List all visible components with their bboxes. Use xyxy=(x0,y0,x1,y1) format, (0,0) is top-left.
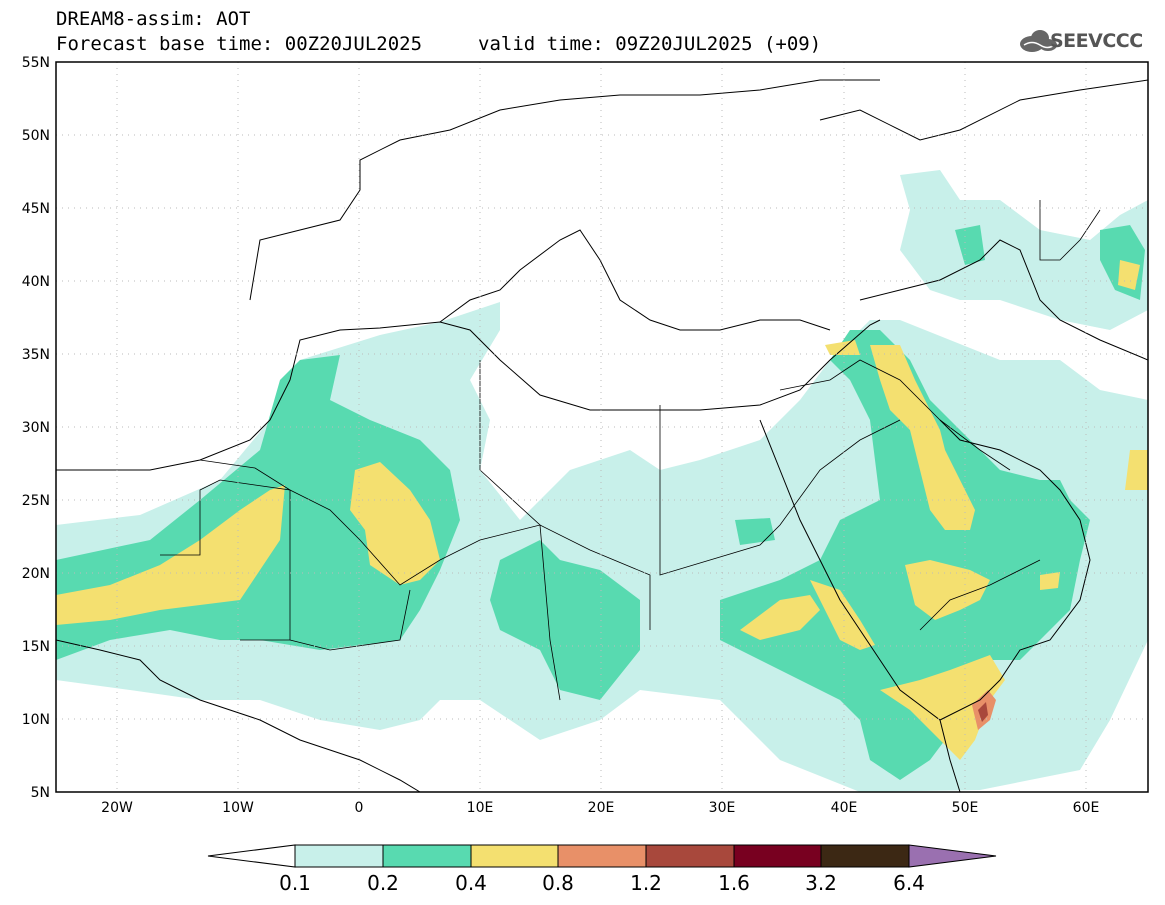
gridlines xyxy=(56,62,1148,792)
lat-label: 45N xyxy=(22,201,50,217)
legend-label: 6.4 xyxy=(893,871,925,895)
lon-label: 10W xyxy=(222,800,254,816)
lat-label: 20N xyxy=(22,566,50,582)
lon-label: 0 xyxy=(355,800,364,816)
lon-label: 60E xyxy=(1073,800,1100,816)
country-borders xyxy=(160,200,1101,701)
lon-label: 20W xyxy=(101,800,133,816)
map-frame xyxy=(55,61,1149,793)
aot-fields xyxy=(56,170,1148,792)
legend-label: 1.2 xyxy=(630,871,662,895)
map-title: DREAM8-assim: AOT xyxy=(56,8,251,30)
coastlines xyxy=(56,79,1148,792)
longitude-labels: 20W 10W 0 10E 20E 30E 40E 50E 60E xyxy=(101,800,1099,816)
legend-label: 0.8 xyxy=(542,871,574,895)
lat-label: 5N xyxy=(31,785,50,801)
color-bar-segment xyxy=(382,844,472,868)
color-bar-labels: 0.1 0.2 0.4 0.8 1.2 1.6 3.2 6.4 xyxy=(279,871,925,895)
legend-label: 1.6 xyxy=(718,871,750,895)
valid-time: valid time: 09Z20JUL2025 (+09) xyxy=(478,33,822,55)
cloud-logo-icon xyxy=(1020,30,1057,52)
color-bar-segment xyxy=(294,844,384,868)
lat-label: 10N xyxy=(22,712,50,728)
lat-label: 25N xyxy=(22,493,50,509)
color-bar xyxy=(207,844,997,868)
color-bar-segment xyxy=(645,844,735,868)
logo-text: SEEVCCC xyxy=(1050,30,1143,52)
lon-label: 10E xyxy=(467,800,494,816)
lat-label: 35N xyxy=(22,347,50,363)
color-bar-segment xyxy=(557,844,647,868)
lon-label: 50E xyxy=(952,800,979,816)
legend-label: 0.1 xyxy=(279,871,311,895)
legend-label: 0.2 xyxy=(367,871,399,895)
lat-label: 15N xyxy=(22,639,50,655)
lon-label: 40E xyxy=(831,800,858,816)
lat-label: 30N xyxy=(22,420,50,436)
color-bar-segment xyxy=(470,844,559,868)
aot-band-1.2 xyxy=(978,702,988,722)
color-bar-segment xyxy=(733,844,822,868)
lon-label: 20E xyxy=(588,800,615,816)
legend-label: 3.2 xyxy=(805,871,837,895)
color-bar-high-arrow xyxy=(908,844,997,868)
lat-label: 40N xyxy=(22,274,50,290)
color-bar-segment xyxy=(820,844,910,868)
lat-label: 55N xyxy=(22,55,50,71)
legend-label: 0.4 xyxy=(455,871,487,895)
latitude-labels: 55N 50N 45N 40N 35N 30N 25N 20N 15N 10N … xyxy=(22,55,50,801)
forecast-base-time: Forecast base time: 00Z20JUL2025 xyxy=(56,33,423,55)
color-bar-low-arrow xyxy=(207,844,296,868)
lat-label: 50N xyxy=(22,128,50,144)
lon-label: 30E xyxy=(709,800,736,816)
